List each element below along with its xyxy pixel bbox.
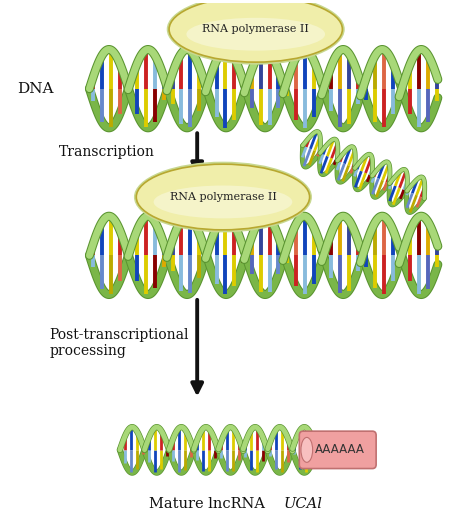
Text: DNA: DNA (17, 82, 54, 95)
Ellipse shape (154, 186, 292, 218)
Ellipse shape (134, 162, 312, 232)
Text: Post-transcriptional
processing: Post-transcriptional processing (50, 328, 189, 358)
Ellipse shape (186, 18, 325, 51)
Text: UCAl: UCAl (284, 497, 323, 511)
Text: Transcription: Transcription (59, 145, 155, 159)
Text: AAAAAA: AAAAAA (315, 443, 365, 456)
Text: Mature lncRNA: Mature lncRNA (148, 497, 269, 511)
Ellipse shape (301, 438, 313, 462)
FancyBboxPatch shape (299, 431, 376, 469)
Ellipse shape (137, 164, 310, 230)
Ellipse shape (169, 0, 342, 62)
Text: RNA polymerase II: RNA polymerase II (202, 24, 309, 34)
Ellipse shape (167, 0, 345, 64)
Text: RNA polymerase II: RNA polymerase II (170, 192, 276, 202)
